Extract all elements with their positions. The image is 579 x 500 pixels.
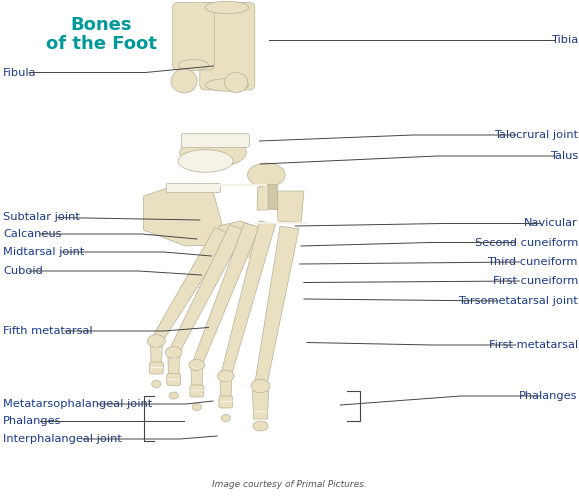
Ellipse shape: [248, 163, 285, 187]
Text: First metatarsal: First metatarsal: [489, 340, 578, 350]
Ellipse shape: [205, 78, 249, 91]
Text: Image courtesy of Primal Pictures.: Image courtesy of Primal Pictures.: [212, 480, 367, 489]
Text: Interphalangeal joint: Interphalangeal joint: [3, 434, 122, 444]
Text: Talocrural joint: Talocrural joint: [494, 130, 578, 140]
Text: Tarsometatarsal joint: Tarsometatarsal joint: [458, 296, 578, 306]
Ellipse shape: [189, 360, 205, 370]
Ellipse shape: [253, 421, 268, 431]
Polygon shape: [277, 191, 304, 222]
Text: Phalanges: Phalanges: [519, 391, 578, 401]
Ellipse shape: [178, 60, 208, 70]
Polygon shape: [191, 368, 203, 389]
Text: Cuboid: Cuboid: [3, 266, 43, 276]
Polygon shape: [220, 379, 232, 400]
Polygon shape: [257, 185, 268, 210]
FancyBboxPatch shape: [173, 2, 214, 70]
Text: Metatarsophalangeal joint: Metatarsophalangeal joint: [3, 399, 152, 409]
Polygon shape: [192, 223, 259, 366]
FancyBboxPatch shape: [190, 385, 204, 397]
Polygon shape: [267, 184, 278, 210]
Ellipse shape: [251, 379, 270, 393]
Text: Fibula: Fibula: [3, 68, 36, 78]
Ellipse shape: [225, 72, 248, 92]
Text: Calcaneus: Calcaneus: [3, 229, 61, 239]
Ellipse shape: [179, 138, 247, 167]
Ellipse shape: [152, 380, 161, 388]
Ellipse shape: [166, 346, 182, 358]
Text: Fifth metatarsal: Fifth metatarsal: [3, 326, 93, 336]
FancyBboxPatch shape: [219, 396, 233, 408]
Polygon shape: [151, 345, 162, 366]
Polygon shape: [169, 224, 245, 354]
Ellipse shape: [169, 392, 178, 399]
Text: Tibia: Tibia: [551, 35, 578, 45]
Text: Talus: Talus: [549, 151, 578, 161]
Ellipse shape: [221, 414, 230, 422]
FancyBboxPatch shape: [166, 184, 221, 192]
Text: Subtalar joint: Subtalar joint: [3, 212, 80, 222]
Text: Second cuneiform: Second cuneiform: [475, 238, 578, 248]
FancyBboxPatch shape: [200, 2, 255, 90]
Ellipse shape: [148, 334, 165, 347]
Polygon shape: [221, 221, 276, 377]
Ellipse shape: [171, 69, 197, 93]
Polygon shape: [168, 356, 179, 378]
Polygon shape: [255, 226, 299, 387]
Text: Navicular: Navicular: [524, 218, 578, 228]
Text: Bones: Bones: [71, 16, 132, 34]
Text: First cuneiform: First cuneiform: [493, 276, 578, 286]
Polygon shape: [151, 228, 231, 344]
Ellipse shape: [178, 150, 233, 172]
Text: Third cuneiform: Third cuneiform: [488, 257, 578, 267]
Polygon shape: [219, 221, 258, 258]
FancyBboxPatch shape: [149, 362, 163, 374]
FancyBboxPatch shape: [167, 374, 181, 386]
Polygon shape: [252, 391, 269, 419]
Ellipse shape: [218, 370, 234, 382]
Text: of the Foot: of the Foot: [46, 35, 157, 53]
Text: Midtarsal joint: Midtarsal joint: [3, 247, 85, 257]
Polygon shape: [144, 186, 223, 246]
Ellipse shape: [205, 1, 249, 14]
Text: Phalanges: Phalanges: [3, 416, 61, 426]
Ellipse shape: [192, 404, 201, 410]
FancyBboxPatch shape: [181, 134, 250, 147]
